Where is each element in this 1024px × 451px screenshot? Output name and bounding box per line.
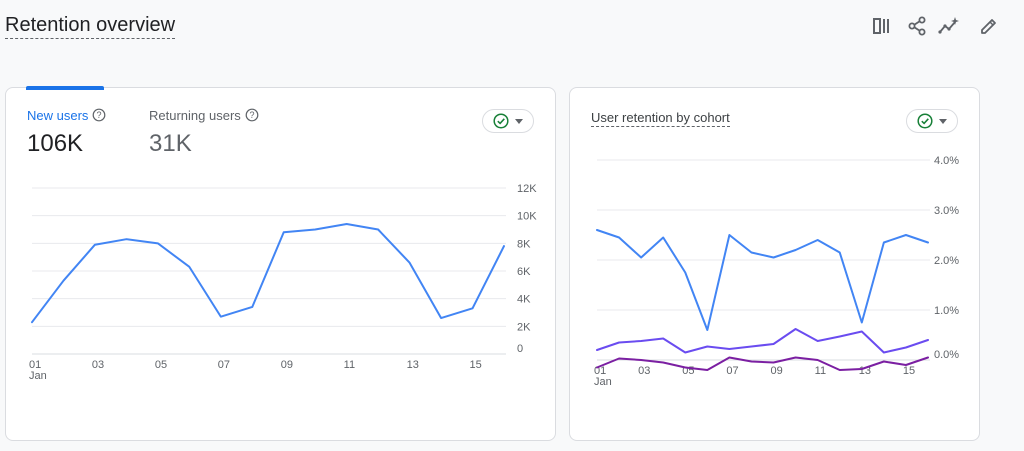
x-tick-label: 09 [281,359,293,371]
x-tick-label: 15 [903,365,915,377]
compare-icon [873,18,889,34]
x-tick-label: 15 [470,359,482,371]
share-icon [908,16,926,36]
y-tick-label: 3.0% [934,205,959,217]
data-quality-dropdown[interactable] [906,109,958,133]
y-tick-label: 12K [517,183,537,195]
tab-new-users-label: New users [27,107,89,123]
page-title[interactable]: Retention overview [5,13,176,39]
y-tick-label: 2K [517,321,531,333]
svg-text:?: ? [249,110,254,120]
svg-text:?: ? [97,110,102,120]
series-line [596,356,929,371]
y-tick-label: 2.0% [934,255,959,267]
caret-down-icon [939,118,947,124]
selected-tab-indicator [26,86,104,90]
share-button[interactable] [903,12,931,40]
y-tick-label: 4K [517,294,531,306]
new-users-card: New users ? 106K Returning users ? 31K 1… [5,87,556,441]
edit-button[interactable] [975,12,1003,40]
x-tick-label: 05 [155,359,167,371]
y-tick-label: 1.0% [934,305,959,317]
x-tick-label: 03 [92,359,104,371]
tab-returning-users[interactable]: Returning users ? 31K [149,106,259,158]
caret-down-icon [515,118,523,124]
y-tick-label: 8K [517,238,531,250]
tab-new-users[interactable]: New users ? 106K [27,106,106,158]
x-tick-label: 11 [815,365,826,377]
help-icon[interactable]: ? [92,108,106,122]
insights-icon [938,17,959,34]
x-tick-label: 11 [344,359,355,371]
compare-button[interactable] [868,12,896,40]
card-title[interactable]: User retention by cohort [591,110,730,127]
y-tick-label: 4.0% [934,155,959,167]
help-icon[interactable]: ? [245,108,259,122]
x-tick-sublabel: Jan [29,370,47,382]
insights-button[interactable] [935,12,963,40]
series-line [596,229,929,331]
x-tick-label: 07 [726,365,738,377]
new-users-value: 106K [27,130,84,157]
cohort-retention-card: User retention by cohort 4.0% 3.0% 2.0% 1.0… [569,87,980,441]
x-tick-sublabel: Jan [594,376,612,388]
check-circle-icon [917,113,933,129]
x-tick-label: 03 [638,365,650,377]
series-line [596,328,929,354]
y-tick-label: 0.0% [934,349,959,361]
y-tick-label: 10K [517,211,537,223]
tab-returning-users-label: Returning users [149,107,241,123]
series-line [31,222,505,324]
x-tick-label: 13 [407,359,419,371]
returning-users-value: 31K [149,130,192,157]
data-quality-dropdown[interactable] [482,109,534,133]
y-tick-label: 6K [517,266,531,278]
edit-icon [981,19,996,34]
x-tick-label: 01 [29,359,41,371]
check-circle-icon [493,113,509,129]
x-tick-label: 07 [218,359,230,371]
y-tick-label: 0 [517,343,523,355]
x-tick-label: 09 [771,365,783,377]
